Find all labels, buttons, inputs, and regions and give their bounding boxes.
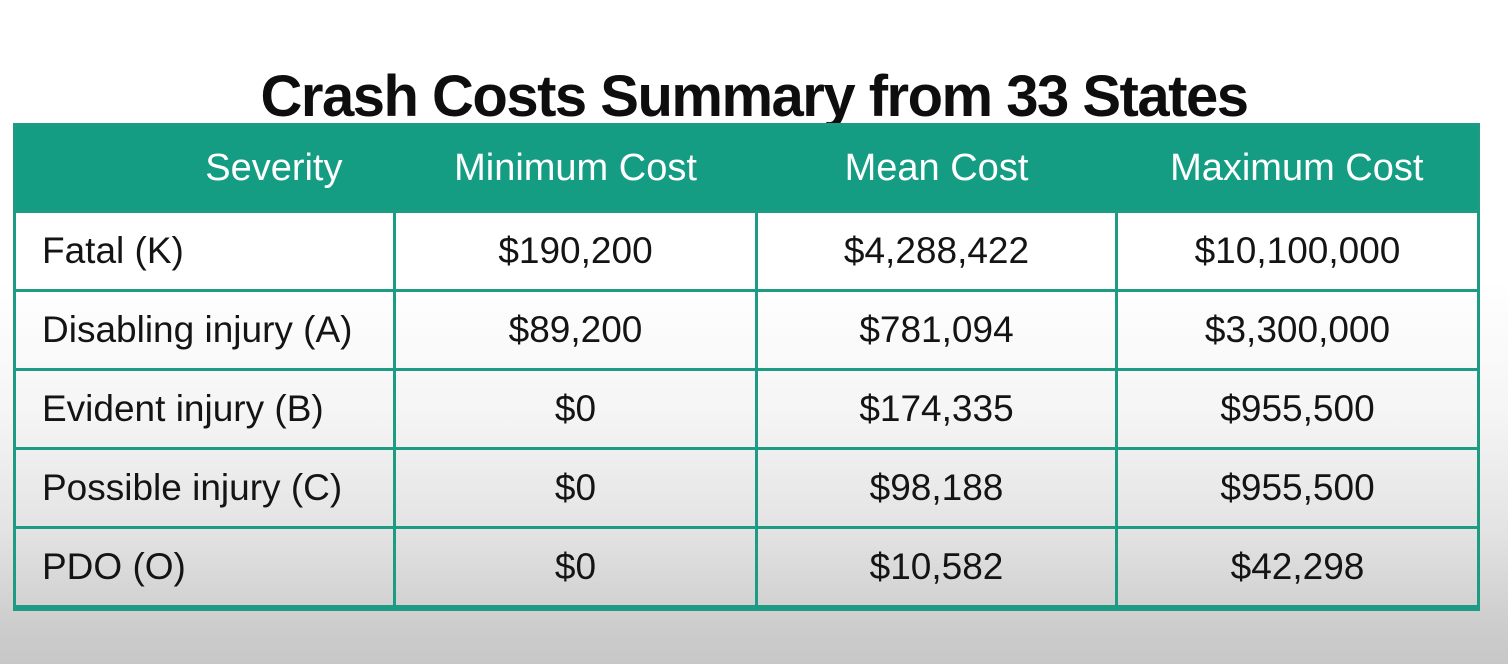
severity-label: Disabling injury (A) [13,289,396,371]
column-header-severity: Severity [14,124,395,212]
table-header: Severity Minimum Cost Mean Cost Maximum … [14,124,1479,212]
severity-label: Possible injury (C) [13,447,396,529]
mean-cost-value: $98,188 [755,447,1118,529]
severity-label: PDO (O) [13,526,396,610]
severity-label: Evident injury (B) [13,368,396,450]
mean-cost-value: $781,094 [755,289,1118,371]
table-row: Possible injury (C) $0 $98,188 $955,500 [13,447,1480,529]
minimum-cost-value: $190,200 [393,210,758,292]
column-header-mean-cost: Mean Cost [756,124,1117,212]
maximum-cost-value: $42,298 [1115,526,1480,610]
mean-cost-value: $10,582 [755,526,1118,610]
table-row: PDO (O) $0 $10,582 $42,298 [13,526,1480,610]
header-row: Severity Minimum Cost Mean Cost Maximum … [14,124,1479,212]
maximum-cost-value: $10,100,000 [1115,210,1480,292]
maximum-cost-value: $955,500 [1115,447,1480,529]
severity-label: Fatal (K) [13,210,396,292]
table-row: Evident injury (B) $0 $174,335 $955,500 [13,368,1480,450]
minimum-cost-value: $0 [393,368,758,450]
crash-costs-table: Severity Minimum Cost Mean Cost Maximum … [13,123,1480,611]
mean-cost-value: $4,288,422 [755,210,1118,292]
table-row: Fatal (K) $190,200 $4,288,422 $10,100,00… [13,210,1480,292]
maximum-cost-value: $955,500 [1115,368,1480,450]
maximum-cost-value: $3,300,000 [1115,289,1480,371]
table-row: Disabling injury (A) $89,200 $781,094 $3… [13,289,1480,371]
minimum-cost-value: $0 [393,447,758,529]
page-title: Crash Costs Summary from 33 States [260,63,1249,129]
minimum-cost-value: $0 [393,526,758,610]
minimum-cost-value: $89,200 [393,289,758,371]
column-header-maximum-cost: Maximum Cost [1116,124,1479,212]
table-body: Fatal (K) $190,200 $4,288,422 $10,100,00… [13,210,1480,610]
column-header-minimum-cost: Minimum Cost [394,124,757,212]
mean-cost-value: $174,335 [755,368,1118,450]
